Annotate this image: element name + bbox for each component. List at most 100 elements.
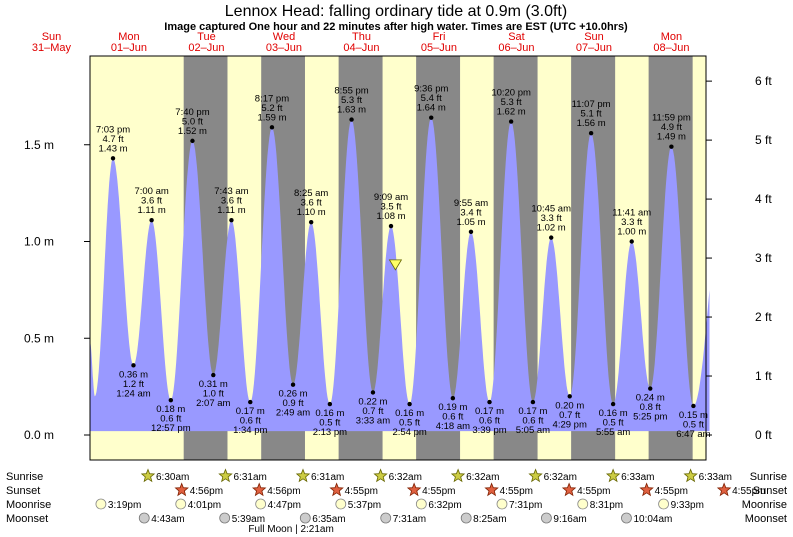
sunset-time: 4:55pm [422, 486, 455, 497]
y-tick-label-left: 0.5 m [24, 331, 54, 345]
day-date-label: 01–Jun [111, 42, 147, 54]
tide-label-time: 7:40 pm [175, 107, 209, 118]
almanac-row-label-left: Sunset [6, 485, 40, 497]
y-tick-label-right: 4 ft [755, 192, 772, 206]
tide-label-time: 7:00 am [134, 186, 168, 197]
almanac-row-label-left: Moonrise [6, 499, 51, 511]
tide-label-height-m: 1.63 m [337, 105, 366, 116]
day-date-label: 31–May [32, 42, 72, 54]
tide-label-height-ft: 3.5 ft [380, 202, 401, 213]
day-name-label: Wed [273, 31, 295, 43]
tide-label-time: 12:57 pm [151, 423, 191, 434]
tide-label-height-ft: 3.6 ft [221, 196, 242, 207]
day-date-label: 02–Jun [188, 42, 224, 54]
almanac-row-label-right: Moonrise [742, 499, 787, 511]
sunrise-time: 6:33am [621, 472, 654, 483]
tide-label-height-ft: 0.6 ft [479, 416, 500, 427]
tide-label-height-m: 0.16 m [395, 408, 424, 419]
low-tide-point [407, 401, 412, 407]
day-date-label: 03–Jun [266, 42, 302, 54]
moon-phase-note: Full Moon | 2:21am [248, 524, 333, 535]
tide-label-time: 7:43 am [214, 186, 248, 197]
moonset-icon [540, 512, 552, 524]
sunset-icon [329, 482, 344, 497]
tide-label-time: 2:07 am [196, 398, 230, 409]
tide-label-height-m: 1.00 m [617, 227, 646, 238]
moonrise-time: 4:47pm [268, 500, 301, 511]
high-tide-point [308, 219, 314, 225]
moonrise-icon [577, 498, 589, 510]
sunset-icon [251, 482, 267, 497]
moonset-icon [460, 512, 472, 524]
tide-label-height-m: 0.16 m [599, 408, 628, 419]
tide-label-height-m: 0.17 m [236, 406, 265, 417]
low-tide-point [487, 399, 492, 405]
high-tide-point [388, 223, 394, 229]
moonrise-icon [415, 498, 427, 510]
sunrise-time: 6:31am [233, 472, 266, 483]
tide-label-time: 11:07 pm [572, 99, 611, 110]
sunrise-icon [295, 468, 311, 483]
tide-label-height-m: 0.16 m [315, 408, 344, 419]
tide-label-height-ft: 0.6 ft [240, 416, 261, 427]
tide-label-time: 8:17 pm [255, 93, 289, 104]
tide-label-time: 8:55 pm [334, 86, 368, 97]
sunset-time: 4:55pm [655, 486, 688, 497]
day-name-label: Sun [584, 31, 604, 43]
tide-label-time: 2:49 am [276, 408, 310, 419]
tide-label-height-ft: 1.2 ft [123, 379, 144, 390]
tide-label-time: 4:29 pm [553, 419, 587, 430]
high-tide-point [669, 144, 674, 149]
tide-label-time: 5:55 am [596, 427, 630, 438]
tide-label-height-m: 0.24 m [636, 393, 665, 404]
tide-label-height-m: 0.22 m [358, 396, 387, 407]
high-tide-point [110, 156, 116, 161]
y-tick-label-right: 1 ft [755, 369, 772, 383]
tide-label-time: 3:39 pm [472, 425, 506, 436]
tide-label-time: 9:55 am [454, 198, 488, 209]
sunset-icon [639, 482, 654, 497]
moonrise-time: 3:19pm [108, 500, 141, 511]
y-tick-label-left: 1.5 m [24, 138, 54, 152]
moonset-time: 9:16am [553, 514, 586, 525]
tide-label-height-m: 0.20 m [555, 400, 584, 411]
almanac-row-label-right: Moonset [745, 513, 787, 525]
tide-label-height-ft: 3.3 ft [621, 217, 642, 228]
sunrise-icon [605, 468, 621, 483]
tide-label-height-m: 1.11 m [137, 205, 165, 216]
day-name-label: Sat [508, 31, 525, 43]
sunset-icon [174, 482, 189, 497]
low-tide-point [290, 382, 296, 387]
moonset-icon [621, 512, 632, 524]
day-name-label: Thu [352, 31, 371, 43]
moonset-icon [380, 512, 392, 524]
sunrise-time: 6:30am [156, 472, 189, 483]
tide-labels: 7:03 pm4.7 ft1.43 m 0.36 m1.2 ft1:24 am 7:… [96, 84, 711, 440]
tide-label-height-m: 1.59 m [257, 112, 286, 123]
tide-label-time: 4:18 am [436, 421, 470, 432]
tide-label-height-ft: 3.6 ft [141, 196, 162, 207]
tide-label-height-ft: 1.0 ft [203, 389, 224, 400]
tide-label-height-m: 0.19 m [438, 402, 467, 413]
sunset-time: 4:55pm [500, 486, 533, 497]
high-tide-point [149, 218, 154, 223]
tide-label-height-ft: 5.3 ft [341, 95, 362, 106]
tide-label-height-ft: 0.5 ft [319, 418, 340, 429]
almanac-row-label-left: Sunrise [6, 471, 43, 483]
sunset-icon [716, 482, 732, 497]
tide-label-time: 10:20 pm [491, 88, 531, 99]
tide-label-time: 5:05 am [516, 425, 550, 436]
high-tide-point [429, 115, 434, 120]
almanac-row-label-right: Sunset [753, 485, 787, 497]
moonset-time: 8:25am [473, 514, 506, 525]
low-tide-point [691, 403, 696, 409]
low-tide-point [450, 396, 456, 401]
day-name-label: Mon [118, 31, 139, 43]
low-tide-point [248, 399, 253, 405]
sunset-time: 4:55pm [732, 486, 765, 497]
day-date-label: 05–Jun [421, 42, 457, 54]
low-tide-point [648, 386, 653, 391]
tide-label-height-ft: 0.6 ft [442, 412, 463, 423]
moonrise-icon [95, 498, 107, 510]
